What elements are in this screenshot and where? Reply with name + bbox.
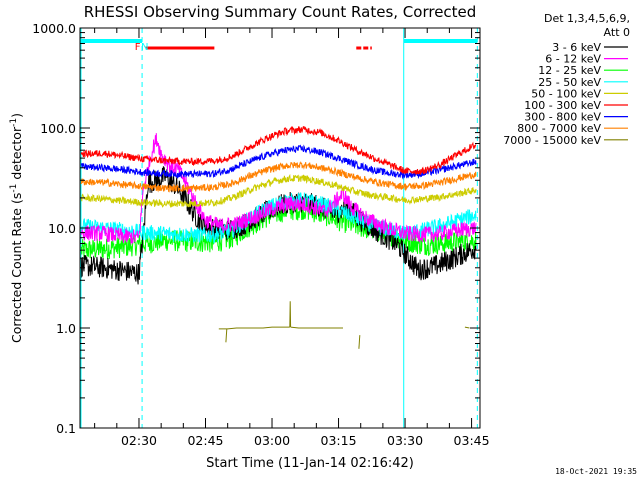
legend-label-1: 6 - 12 keV — [545, 53, 601, 66]
chart-title: RHESSI Observing Summary Count Rates, Co… — [84, 3, 477, 21]
x-tick-label-2: 03:00 — [254, 433, 290, 448]
annotation-f: F — [135, 42, 141, 53]
series-line-7 — [80, 161, 477, 193]
legend-label-2: 12 - 25 keV — [538, 64, 601, 77]
y-axis-label-sup-1: -1 — [9, 184, 19, 193]
legend-label-7: 800 - 7000 keV — [517, 122, 601, 135]
legend-label-0: 3 - 6 keV — [552, 41, 601, 54]
y-axis-label-end: ) — [9, 113, 24, 118]
series-line-6 — [80, 144, 477, 180]
legend-label-5: 100 - 300 keV — [524, 99, 601, 112]
brown-segment-1 — [289, 301, 292, 328]
y-axis-label-mid: detector — [9, 126, 24, 184]
series-line-5 — [80, 125, 477, 175]
x-tick-label-5: 03:45 — [454, 433, 490, 448]
series-line-2 — [80, 199, 477, 260]
series-line-4 — [80, 173, 477, 209]
y-axis-label-main: Corrected Count Rate (s — [9, 193, 24, 343]
footer-date: 18-Oct-2021 19:35 — [555, 467, 637, 476]
y-axis: 0.1 1.0 10.0 100.0 1000.0 — [32, 21, 480, 436]
x-tick-label-1: 02:45 — [187, 433, 223, 448]
night-bar-1 — [403, 39, 478, 43]
brown-segment-5 — [464, 326, 470, 329]
y-tick-label-1: 1.0 — [56, 321, 76, 336]
brown-segment-2 — [290, 326, 343, 329]
night-bar-0 — [80, 39, 143, 43]
x-axis-label: Start Time (11-Jan-14 02:16:42) — [206, 456, 414, 471]
legend-label-8: 7000 - 15000 keV — [503, 134, 601, 147]
x-tick-label-0: 02:30 — [121, 433, 157, 448]
y-axis-label: Corrected Count Rate (s-1 detector-1) — [9, 113, 24, 343]
legend-label-3: 25 - 50 keV — [538, 76, 601, 89]
y-tick-label-2: 10.0 — [48, 221, 76, 236]
brown-segment-3 — [225, 328, 228, 343]
legend-label-6: 300 - 800 keV — [524, 111, 601, 124]
legend-label-4: 50 - 100 keV — [531, 87, 601, 100]
x-tick-label-3: 03:15 — [321, 433, 357, 448]
annotation-n: N — [141, 42, 148, 53]
y-axis-label-sup-2: -1 — [9, 118, 19, 127]
x-axis: 02:30 02:45 03:00 03:15 03:30 03:45 — [94, 28, 490, 448]
brown-segment-4 — [358, 335, 361, 349]
brown-segment-0 — [218, 326, 290, 330]
x-tick-label-4: 03:30 — [387, 433, 423, 448]
y-tick-label-4: 1000.0 — [32, 21, 76, 36]
y-tick-label-0: 0.1 — [56, 421, 76, 436]
legend-header-line-1: Det 1,3,4,5,6,9, — [544, 12, 630, 25]
legend-header-line-2: Att 0 — [604, 26, 630, 39]
y-tick-label-3: 100.0 — [40, 121, 76, 136]
